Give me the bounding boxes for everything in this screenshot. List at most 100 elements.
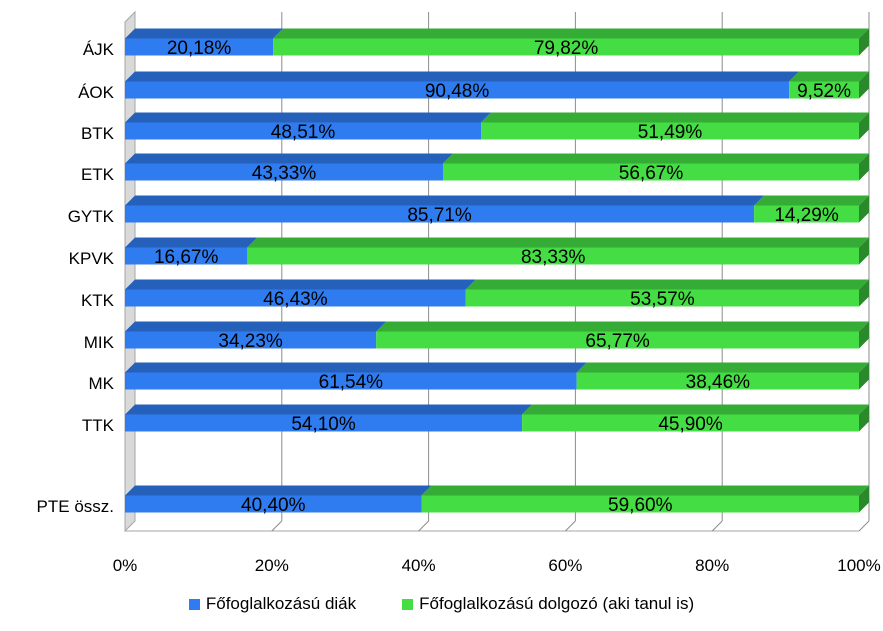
bar-segment — [247, 247, 860, 265]
data-label: 34,23% — [218, 331, 283, 352]
data-label: 79,82% — [534, 38, 599, 59]
category-label: KPVK — [69, 249, 115, 268]
gridline-floor — [711, 520, 723, 532]
labels: 0% 20% 40% 60% 80% 100% 20,18% 79,82% ÁJK 90,48% 9… — [37, 38, 881, 575]
legend: Főfoglalkozású diák Főfoglalkozású dolgo… — [0, 594, 883, 614]
legend-label-series-1: Főfoglalkozású diák — [205, 594, 357, 613]
bar-top-face — [273, 28, 869, 39]
bar-top-face — [125, 321, 387, 332]
bar-segment — [754, 205, 859, 223]
bar-end-face — [859, 71, 869, 99]
bar-top-face — [443, 153, 869, 164]
gridline-floor — [858, 520, 870, 532]
bar-end-face — [859, 404, 869, 432]
bar-top-face — [465, 279, 869, 290]
bar-end-face — [859, 237, 869, 265]
bar-top-face — [125, 71, 800, 82]
x-tick-label: 80% — [695, 556, 729, 575]
data-label: 40,40% — [241, 495, 306, 516]
category-label: KTK — [81, 291, 115, 310]
gridline-floor — [565, 520, 576, 532]
bar-segment — [125, 372, 577, 390]
bar-segment — [421, 495, 859, 513]
bar-top-face — [125, 28, 284, 39]
bar-top-face — [125, 404, 533, 415]
data-label: 43,33% — [252, 163, 317, 184]
bar-top-face — [754, 195, 869, 206]
bar-top-face — [481, 112, 869, 123]
bar-top-face — [789, 71, 869, 82]
bar-segment — [125, 414, 523, 432]
bar-top-face — [125, 112, 492, 123]
data-label: 38,46% — [686, 372, 751, 393]
data-label: 45,90% — [658, 414, 723, 435]
bar-segment — [789, 81, 859, 99]
category-label: ÁOK — [78, 83, 115, 102]
bar-segment — [125, 163, 444, 181]
legend-swatch-series-2 — [402, 598, 414, 610]
bar-end-face — [859, 485, 869, 513]
bar-segment — [125, 38, 274, 56]
data-label: 16,67% — [154, 247, 219, 268]
x-tick-label: 40% — [402, 556, 436, 575]
legend-label-series-2: Főfoglalkozású dolgozó (aki tanul is) — [419, 594, 695, 613]
data-label: 65,77% — [585, 331, 650, 352]
bar-segment — [125, 122, 482, 140]
bar-end-face — [859, 153, 869, 181]
bar-top-face — [125, 237, 258, 248]
category-label: GYTK — [68, 207, 115, 226]
bar-top-face — [125, 485, 432, 496]
data-label: 54,10% — [291, 414, 356, 435]
bar-end-face — [859, 279, 869, 307]
x-tick-label: 100% — [837, 556, 880, 575]
bar-top-face — [421, 485, 869, 496]
x-tick-label: 20% — [255, 556, 289, 575]
bar-top-face — [125, 195, 765, 206]
bar-top-face — [522, 404, 869, 415]
bar-end-face — [859, 195, 869, 223]
data-label: 46,43% — [263, 289, 328, 310]
data-label: 48,51% — [271, 122, 336, 143]
bar-top-face — [125, 362, 587, 373]
bar-segment — [125, 247, 248, 265]
data-label: 59,60% — [608, 495, 673, 516]
data-label: 83,33% — [521, 247, 586, 268]
data-label: 56,67% — [619, 163, 684, 184]
bars — [125, 28, 870, 513]
x-tick-label: 0% — [113, 556, 138, 575]
data-label: 90,48% — [425, 81, 490, 102]
legend-item-series-2: Főfoglalkozású dolgozó (aki tanul is) — [402, 594, 694, 614]
bar-top-face — [125, 279, 476, 290]
category-label: ETK — [81, 165, 115, 184]
category-label: MIK — [84, 333, 115, 352]
data-label: 9,52% — [797, 81, 851, 102]
bar-end-face — [859, 112, 869, 140]
data-label: 14,29% — [774, 205, 839, 226]
bar-segment — [522, 414, 859, 432]
bar-segment — [273, 38, 859, 56]
category-label: TTK — [82, 416, 115, 435]
bar-end-face — [859, 362, 869, 390]
bar-end-face — [859, 321, 869, 349]
category-label: PTE össz. — [37, 497, 114, 516]
data-label: 51,49% — [638, 122, 703, 143]
bar-segment — [125, 205, 755, 223]
data-label: 20,18% — [167, 38, 232, 59]
gridline-floor — [418, 520, 429, 532]
gridline-floor — [271, 520, 283, 532]
bar-segment — [125, 81, 790, 99]
bar-top-face — [576, 362, 869, 373]
data-label: 85,71% — [407, 205, 472, 226]
bar-segment — [125, 331, 377, 349]
side-wall — [124, 10, 136, 533]
bar-segment — [576, 372, 859, 390]
category-label: MK — [89, 374, 115, 393]
bar-segment — [465, 289, 859, 307]
bar-segment — [125, 289, 466, 307]
bar-top-face — [125, 153, 454, 164]
data-label: 61,54% — [319, 372, 384, 393]
data-label: 53,57% — [630, 289, 695, 310]
category-label: ÁJK — [83, 40, 115, 59]
x-tick-label: 60% — [548, 556, 582, 575]
